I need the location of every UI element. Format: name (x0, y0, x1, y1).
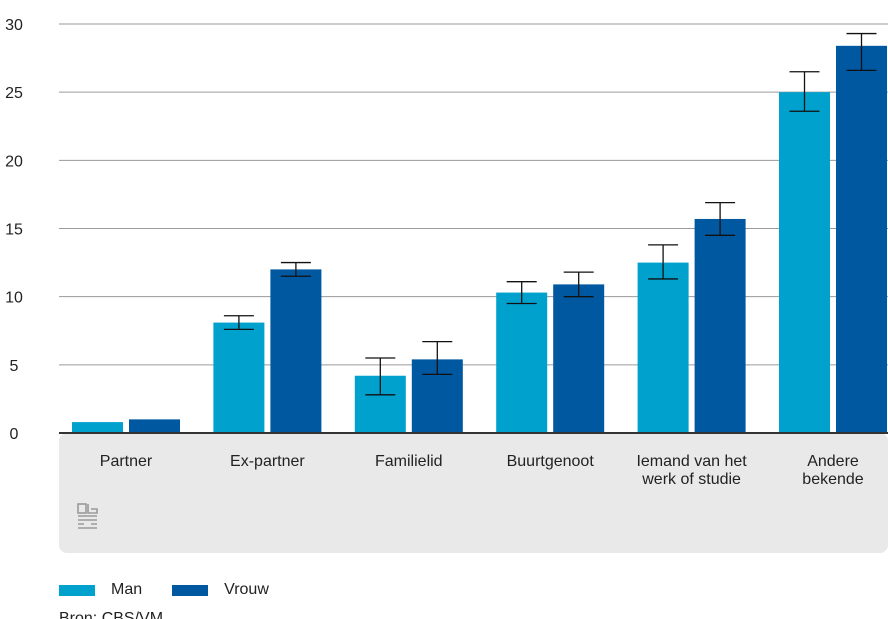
category-labels: Partner Ex-partner Familielid Buurtgenoot Ie… (100, 453, 864, 488)
legend-item-vrouw: Vrouw (172, 581, 269, 599)
error-bar (365, 357, 396, 396)
bar-man (496, 292, 548, 433)
legend-label-man: Man (111, 581, 143, 598)
bar-man (779, 92, 830, 434)
gridlines (59, 23, 888, 366)
error-bar (223, 315, 254, 331)
y-tick-label: 20 (5, 153, 23, 170)
category-label: Ex-partner (230, 453, 305, 470)
bar-vrouw (836, 45, 887, 434)
y-axis-ticks: 0 5 10 15 20 25 30 (5, 17, 23, 443)
cbs-logo-icon (77, 503, 98, 529)
error-bars (223, 32, 877, 396)
bar-vrouw (270, 269, 322, 433)
y-tick-label: 15 (5, 222, 23, 239)
error-bar (789, 71, 820, 112)
bar-man (72, 422, 123, 433)
bar-man (213, 322, 265, 433)
bar-chart: 0 5 10 15 20 25 30 Partner Ex-partner Familielid… (5, 17, 888, 553)
bar-man (637, 262, 689, 433)
error-bar (846, 32, 877, 72)
bar-vrouw (129, 419, 180, 433)
y-tick-label: 25 (5, 85, 23, 102)
error-bar (422, 341, 453, 376)
category-label: Partner (100, 453, 153, 470)
error-bar (280, 261, 311, 277)
y-tick-label: 30 (5, 17, 23, 34)
legend-item-man: Man (59, 581, 142, 599)
y-tick-label: 5 (10, 358, 19, 375)
bar-vrouw (694, 218, 746, 433)
error-bar (563, 271, 594, 298)
bar-vrouw (553, 284, 605, 433)
category-label: Buurtgenoot (507, 453, 595, 470)
category-label: Andere bekende (802, 453, 863, 488)
source-note: Bron: CBS/VM (59, 610, 164, 619)
category-axis-panel (59, 433, 888, 553)
error-bar (506, 281, 537, 305)
y-tick-label: 0 (10, 426, 19, 443)
error-bar (705, 201, 736, 236)
error-bar (648, 244, 679, 280)
category-label: Familielid (375, 453, 443, 470)
bars (72, 45, 887, 434)
legend-swatch-vrouw (172, 584, 209, 596)
legend-swatch-man (59, 584, 95, 596)
category-label: Iemand van het werk of studie (636, 453, 747, 488)
legend-label-vrouw: Vrouw (224, 581, 269, 598)
y-tick-label: 10 (5, 290, 23, 307)
legend: Man Vrouw (59, 581, 299, 599)
